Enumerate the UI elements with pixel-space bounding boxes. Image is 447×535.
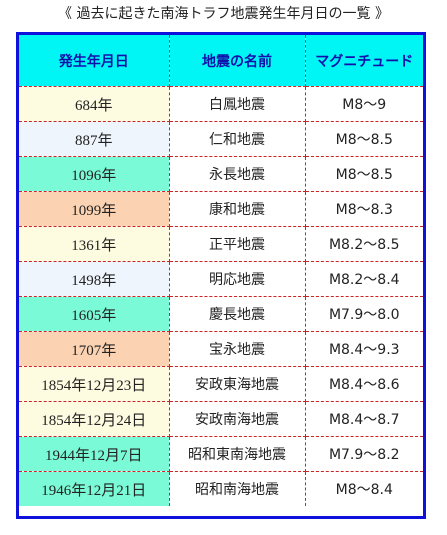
earthquake-name-cell: 永長地震 — [169, 156, 306, 192]
header-row: 発生年月日 地震の名前 マグニチュード — [19, 35, 423, 87]
table-row: 1707年 宝永地震 M8.4～9.3 — [19, 331, 423, 367]
magnitude-cell: M8.4～8.6 — [305, 366, 423, 402]
earthquake-name-cell: 仁和地震 — [169, 121, 306, 157]
earthquake-name-cell: 明応地震 — [169, 261, 306, 297]
earthquake-name-cell: 昭和南海地震 — [169, 471, 306, 506]
earthquake-name-cell: 安政南海地震 — [169, 401, 306, 437]
header-date: 発生年月日 — [19, 35, 170, 87]
magnitude-cell: M8～8.5 — [305, 121, 423, 157]
magnitude-cell: M8～8.4 — [335, 482, 393, 498]
table-body: 684年 白鳳地震 M8～9 887年 仁和地震 M8～8.5 1096年 永長… — [19, 86, 423, 506]
table-header: 発生年月日 地震の名前 マグニチュード — [19, 35, 423, 87]
earthquake-name-cell: 康和地震 — [169, 191, 306, 227]
date-cell: 1854年12月23日 — [19, 366, 170, 402]
table-row: 1361年 正平地震 M8.2～8.5 — [19, 226, 423, 262]
earthquake-name-cell: 慶長地震 — [169, 296, 306, 332]
date-cell: 1605年 — [19, 296, 170, 332]
magnitude-cell: M8～8.3 — [305, 191, 423, 227]
earthquake-table: 発生年月日 地震の名前 マグニチュード 684年 白鳳地震 M8～9 887年 … — [19, 35, 423, 506]
earthquake-name-cell: 安政東海地震 — [169, 366, 306, 402]
date-cell: 1944年12月7日 — [19, 436, 170, 472]
header-name: 地震の名前 — [169, 35, 306, 87]
date-cell: 1361年 — [19, 226, 170, 262]
table-row: 1099年 康和地震 M8～8.3 — [19, 191, 423, 227]
earthquake-name-cell: 昭和東南海地震 — [169, 436, 306, 472]
date-cell: 1099年 — [19, 191, 170, 227]
date-cell: 1498年 — [19, 261, 170, 297]
earthquake-name-cell: 白鳳地震 — [169, 86, 306, 122]
magnitude-cell: M8～8.5 — [305, 156, 423, 192]
date-cell: 1707年 — [19, 331, 170, 367]
magnitude-cell: M7.9～8.0 — [305, 296, 423, 332]
magnitude-cell: M8～9 — [305, 86, 423, 122]
table-row: 1096年 永長地震 M8～8.5 — [19, 156, 423, 192]
earthquake-name-cell: 宝永地震 — [169, 331, 306, 367]
date-cell: 684年 — [19, 86, 170, 122]
magnitude-cell: M8.4～9.3 — [305, 331, 423, 367]
date-cell: 1946年12月21日 — [19, 471, 170, 506]
magnitude-cell: M7.9～8.2 — [305, 436, 423, 472]
date-cell: 1096年 — [19, 156, 170, 192]
table-row: 1946年12月21日 昭和南海地震 M8～8.4 — [19, 471, 423, 506]
table-row: 684年 白鳳地震 M8～9 — [19, 86, 423, 122]
date-cell: 1854年12月24日 — [19, 401, 170, 437]
table-row: 1605年 慶長地震 M7.9～8.0 — [19, 296, 423, 332]
table-caption: 《 過去に起きた南海トラフ地震発生年月日の一覧 》 — [58, 6, 389, 22]
magnitude-cell: M8.4～8.7 — [305, 401, 423, 437]
magnitude-cell: M8.2～8.5 — [305, 226, 423, 262]
table-row: 1854年12月24日 安政南海地震 M8.4～8.7 — [19, 401, 423, 437]
earthquake-name-cell: 正平地震 — [169, 226, 306, 262]
table-row: 1498年 明応地震 M8.2～8.4 — [19, 261, 423, 297]
header-magnitude: マグニチュード — [305, 35, 423, 87]
table-row: 887年 仁和地震 M8～8.5 — [19, 121, 423, 157]
magnitude-cell: M8.2～8.4 — [305, 261, 423, 297]
earthquake-table-frame: 発生年月日 地震の名前 マグニチュード 684年 白鳳地震 M8～9 887年 … — [16, 32, 426, 519]
date-cell: 887年 — [19, 121, 170, 157]
table-row: 1854年12月23日 安政東海地震 M8.4～8.6 — [19, 366, 423, 402]
table-row: 1944年12月7日 昭和東南海地震 M7.9～8.2 — [19, 436, 423, 472]
